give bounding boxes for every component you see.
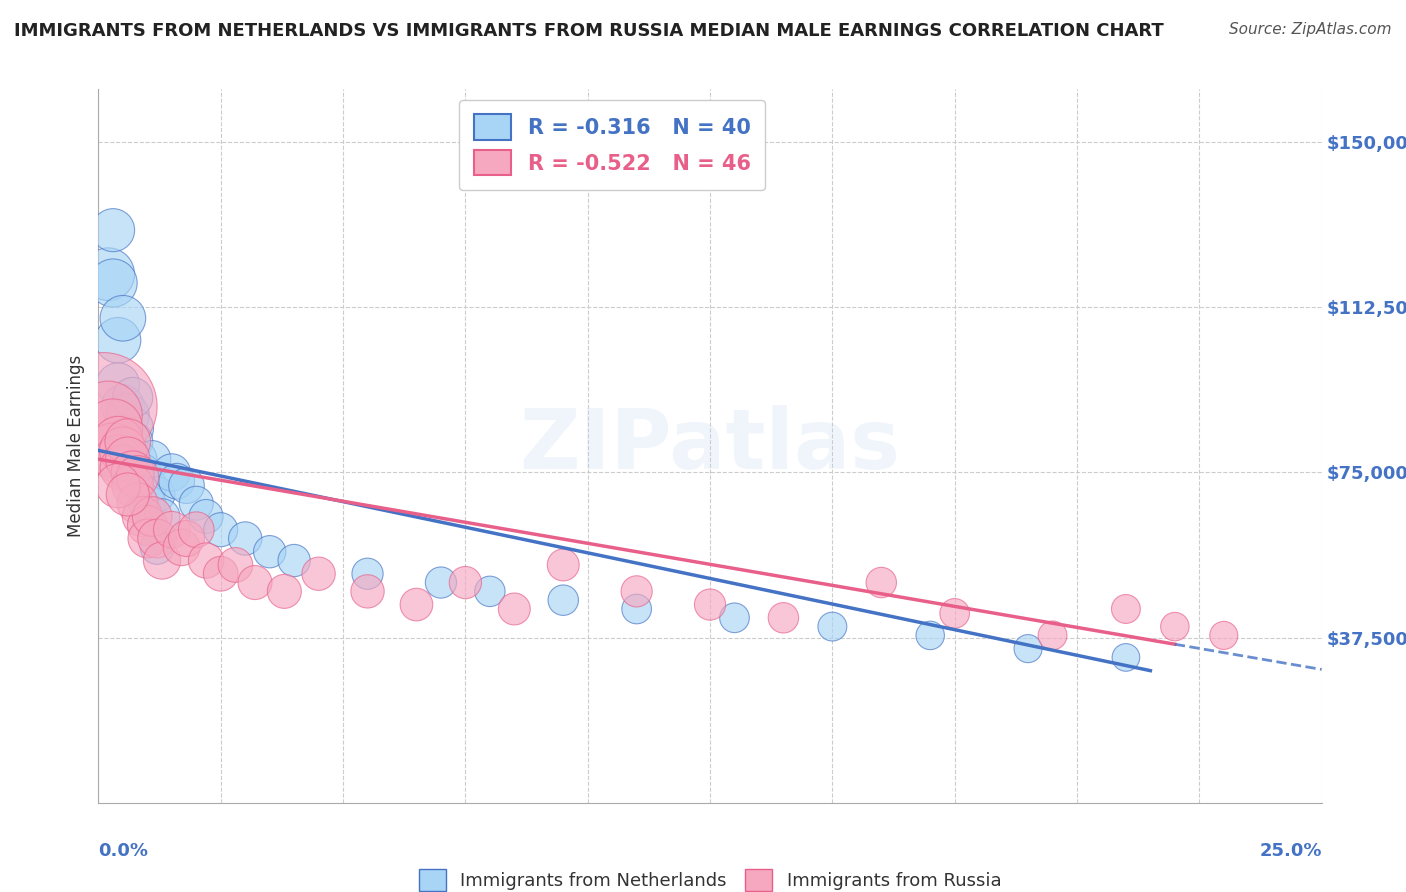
Point: [209, 566, 232, 581]
Point: [111, 400, 134, 414]
Point: [160, 466, 183, 480]
Point: [626, 602, 648, 616]
Point: [176, 532, 198, 546]
Point: [121, 434, 143, 449]
Point: [136, 478, 159, 492]
Point: [723, 611, 745, 625]
Point: [195, 509, 218, 524]
Point: [136, 518, 159, 533]
Point: [146, 487, 169, 501]
Text: ZIPatlas: ZIPatlas: [520, 406, 900, 486]
Point: [111, 461, 134, 475]
Point: [107, 452, 129, 467]
Point: [160, 523, 183, 537]
Point: [101, 421, 124, 435]
Point: [186, 523, 208, 537]
Point: [503, 602, 526, 616]
Point: [626, 584, 648, 599]
Point: [117, 443, 139, 458]
Point: [430, 575, 453, 590]
Point: [107, 434, 129, 449]
Point: [176, 478, 198, 492]
Point: [121, 421, 143, 435]
Point: [478, 584, 501, 599]
Point: [117, 452, 139, 467]
Point: [224, 558, 246, 572]
Point: [97, 267, 120, 281]
Point: [209, 523, 232, 537]
Point: [821, 619, 844, 633]
Point: [141, 509, 163, 524]
Point: [356, 566, 378, 581]
Point: [150, 553, 173, 567]
Point: [870, 575, 893, 590]
Point: [186, 496, 208, 510]
Point: [117, 434, 139, 449]
Point: [273, 584, 295, 599]
Point: [283, 553, 305, 567]
Point: [699, 598, 721, 612]
Point: [111, 311, 134, 326]
Point: [1042, 628, 1064, 642]
Point: [91, 400, 114, 414]
Point: [101, 276, 124, 290]
Point: [121, 466, 143, 480]
Point: [170, 541, 193, 555]
Point: [1017, 641, 1039, 656]
Y-axis label: Median Male Earnings: Median Male Earnings: [66, 355, 84, 537]
Point: [166, 475, 188, 489]
Point: [141, 452, 163, 467]
Point: [1115, 650, 1137, 665]
Point: [1164, 619, 1187, 633]
Point: [356, 584, 378, 599]
Point: [121, 478, 143, 492]
Point: [1212, 628, 1234, 642]
Point: [127, 452, 149, 467]
Point: [127, 470, 149, 484]
Point: [405, 598, 427, 612]
Point: [772, 611, 794, 625]
Point: [107, 377, 129, 392]
Point: [127, 496, 149, 510]
Point: [101, 223, 124, 237]
Legend: Immigrants from Netherlands, Immigrants from Russia: Immigrants from Netherlands, Immigrants …: [412, 862, 1008, 892]
Point: [243, 575, 266, 590]
Point: [259, 545, 281, 559]
Text: Source: ZipAtlas.com: Source: ZipAtlas.com: [1229, 22, 1392, 37]
Point: [553, 593, 575, 607]
Point: [920, 628, 942, 642]
Point: [146, 532, 169, 546]
Point: [97, 408, 120, 422]
Point: [107, 333, 129, 347]
Point: [553, 558, 575, 572]
Point: [131, 509, 153, 524]
Point: [136, 532, 159, 546]
Point: [136, 496, 159, 510]
Point: [195, 553, 218, 567]
Point: [943, 607, 966, 621]
Point: [454, 575, 477, 590]
Point: [150, 509, 173, 524]
Point: [146, 541, 169, 555]
Point: [131, 466, 153, 480]
Text: 0.0%: 0.0%: [98, 842, 149, 860]
Point: [121, 391, 143, 405]
Text: IMMIGRANTS FROM NETHERLANDS VS IMMIGRANTS FROM RUSSIA MEDIAN MALE EARNINGS CORRE: IMMIGRANTS FROM NETHERLANDS VS IMMIGRANT…: [14, 22, 1164, 40]
Point: [233, 532, 256, 546]
Point: [107, 478, 129, 492]
Point: [101, 443, 124, 458]
Point: [117, 408, 139, 422]
Point: [308, 566, 330, 581]
Text: 25.0%: 25.0%: [1260, 842, 1322, 860]
Point: [117, 487, 139, 501]
Point: [111, 421, 134, 435]
Point: [1115, 602, 1137, 616]
Point: [111, 443, 134, 458]
